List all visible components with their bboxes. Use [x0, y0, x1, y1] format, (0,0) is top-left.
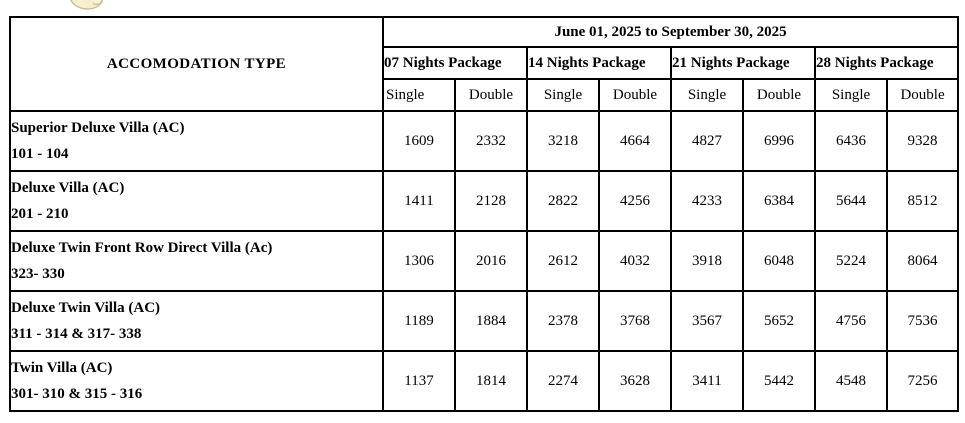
- price-cell: 8064: [885, 230, 960, 292]
- price-cell: 7256: [885, 350, 960, 412]
- room-numbers: 323- 330: [11, 266, 65, 282]
- package-header-14-nights: 14 Nights Package: [526, 46, 672, 80]
- price-cell: 1411: [382, 170, 456, 232]
- occupancy-header-single: Single: [814, 78, 888, 112]
- header-row-packages: 07 Nights Package 14 Nights Package 21 N…: [10, 46, 960, 80]
- price-cell: 7536: [885, 290, 960, 352]
- occupancy-header-double: Double: [598, 78, 672, 112]
- table-row: Deluxe Villa (AC) 201 - 210 1411 2128 28…: [9, 170, 960, 232]
- price-cell: 8512: [885, 170, 960, 232]
- price-cell: 6436: [814, 110, 888, 172]
- header-row-date: ACCOMODATION TYPE June 01, 2025 to Septe…: [9, 16, 960, 112]
- price-cell: 2274: [526, 350, 600, 412]
- price-cell: 4256: [598, 170, 672, 232]
- rate-table: ACCOMODATION TYPE June 01, 2025 to Septe…: [9, 16, 960, 412]
- price-cell: 3768: [598, 290, 672, 352]
- table-row: Superior Deluxe Villa (AC) 101 - 104 160…: [9, 110, 960, 172]
- accommodation-type-header: ACCOMODATION TYPE: [9, 16, 384, 112]
- room-numbers: 301- 310 & 315 - 316: [11, 386, 143, 402]
- price-cell: 4756: [814, 290, 888, 352]
- accommodation-cell: Deluxe Twin Front Row Direct Villa (Ac) …: [9, 230, 384, 292]
- package-header-28-nights: 28 Nights Package: [813, 46, 960, 80]
- price-cell: 3411: [670, 350, 744, 412]
- price-cell: 1137: [382, 350, 456, 412]
- price-cell: 1609: [382, 110, 456, 172]
- price-cell: 2332: [454, 110, 528, 172]
- price-cell: 5224: [814, 230, 888, 292]
- villa-name: Deluxe Twin Front Row Direct Villa (Ac): [11, 240, 273, 256]
- occupancy-header-double: Double: [885, 78, 960, 112]
- date-range-header: June 01, 2025 to September 30, 2025: [381, 16, 960, 48]
- occupancy-header-double: Double: [742, 78, 816, 112]
- villa-name: Deluxe Villa (AC): [11, 180, 125, 196]
- occupancy-header-single: Single: [526, 78, 600, 112]
- hand-cursor-icon: [70, 0, 104, 10]
- price-cell: 3567: [670, 290, 744, 352]
- price-cell: 4032: [598, 230, 672, 292]
- villa-name: Twin Villa (AC): [11, 360, 113, 376]
- price-cell: 6048: [742, 230, 816, 292]
- villa-name: Deluxe Twin Villa (AC): [11, 300, 161, 316]
- price-cell: 1884: [454, 290, 528, 352]
- price-cell: 2822: [526, 170, 600, 232]
- room-numbers: 101 - 104: [11, 146, 69, 162]
- price-cell: 1814: [454, 350, 528, 412]
- table-row: Deluxe Twin Front Row Direct Villa (Ac) …: [9, 230, 960, 292]
- price-cell: 1306: [382, 230, 456, 292]
- price-cell: 2612: [526, 230, 600, 292]
- room-numbers: 311 - 314 & 317- 338: [11, 326, 142, 342]
- price-cell: 6384: [742, 170, 816, 232]
- package-header-21-nights: 21 Nights Package: [670, 46, 816, 80]
- price-cell: 2016: [454, 230, 528, 292]
- price-cell: 3218: [526, 110, 600, 172]
- accommodation-cell: Deluxe Villa (AC) 201 - 210: [9, 170, 384, 232]
- price-cell: 5442: [742, 350, 816, 412]
- header-row-occupancy: Single Double Single Double Single Doubl…: [10, 78, 960, 112]
- price-cell: 2378: [526, 290, 600, 352]
- price-cell: 4827: [670, 110, 744, 172]
- table-row: Deluxe Twin Villa (AC) 311 - 314 & 317- …: [9, 290, 960, 352]
- price-cell: 4548: [814, 350, 888, 412]
- accommodation-cell: Superior Deluxe Villa (AC) 101 - 104: [9, 110, 384, 172]
- price-cell: 4664: [598, 110, 672, 172]
- price-cell: 6996: [742, 110, 816, 172]
- villa-name: Superior Deluxe Villa (AC): [11, 120, 185, 136]
- occupancy-header-single: Single: [670, 78, 744, 112]
- room-numbers: 201 - 210: [11, 206, 69, 222]
- price-cell: 5644: [814, 170, 888, 232]
- accommodation-cell: Deluxe Twin Villa (AC) 311 - 314 & 317- …: [9, 290, 384, 352]
- occupancy-header-double: Double: [454, 78, 528, 112]
- occupancy-header-single: Single: [382, 78, 456, 112]
- price-cell: 5652: [742, 290, 816, 352]
- table-row: Twin Villa (AC) 301- 310 & 315 - 316 113…: [9, 350, 960, 412]
- accommodation-cell: Twin Villa (AC) 301- 310 & 315 - 316: [9, 350, 384, 412]
- price-cell: 9328: [885, 110, 960, 172]
- price-cell: 2128: [454, 170, 528, 232]
- price-cell: 1189: [382, 290, 456, 352]
- price-cell: 4233: [670, 170, 744, 232]
- price-cell: 3628: [598, 350, 672, 412]
- package-header-07-nights: 07 Nights Package: [382, 46, 528, 80]
- price-cell: 3918: [670, 230, 744, 292]
